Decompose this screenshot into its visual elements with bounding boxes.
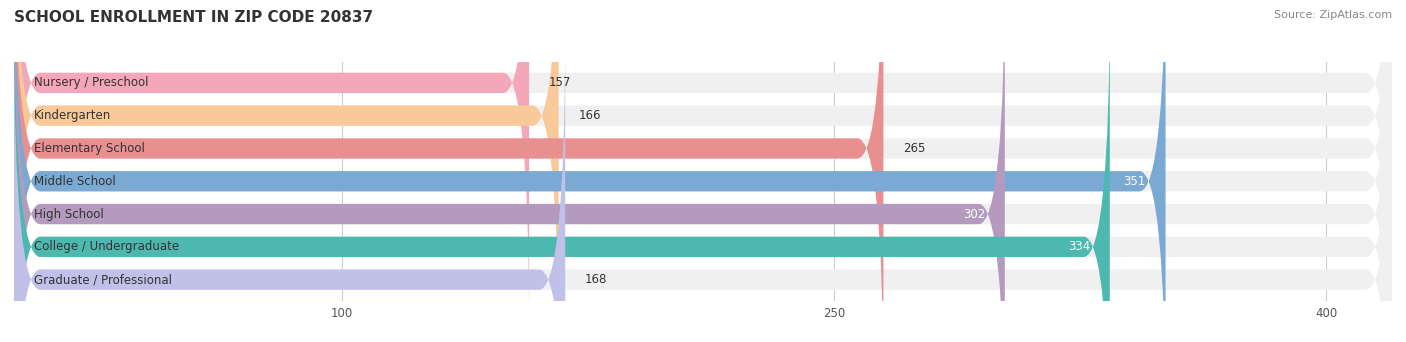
FancyBboxPatch shape <box>14 0 1392 335</box>
Text: 157: 157 <box>548 76 571 89</box>
FancyBboxPatch shape <box>14 0 1392 342</box>
Text: 166: 166 <box>578 109 600 122</box>
Text: Middle School: Middle School <box>34 175 115 188</box>
FancyBboxPatch shape <box>14 27 565 342</box>
FancyBboxPatch shape <box>14 0 1392 342</box>
Text: Graduate / Professional: Graduate / Professional <box>34 273 172 286</box>
Text: College / Undergraduate: College / Undergraduate <box>34 240 179 253</box>
FancyBboxPatch shape <box>14 27 1392 342</box>
FancyBboxPatch shape <box>14 0 558 342</box>
FancyBboxPatch shape <box>14 0 1005 342</box>
Text: Source: ZipAtlas.com: Source: ZipAtlas.com <box>1274 10 1392 20</box>
Text: 351: 351 <box>1123 175 1146 188</box>
FancyBboxPatch shape <box>14 0 883 342</box>
Text: SCHOOL ENROLLMENT IN ZIP CODE 20837: SCHOOL ENROLLMENT IN ZIP CODE 20837 <box>14 10 373 25</box>
FancyBboxPatch shape <box>14 0 529 335</box>
FancyBboxPatch shape <box>14 0 1166 342</box>
FancyBboxPatch shape <box>14 0 1392 342</box>
Text: 168: 168 <box>585 273 607 286</box>
Text: 302: 302 <box>963 208 986 221</box>
Text: Nursery / Preschool: Nursery / Preschool <box>34 76 148 89</box>
Text: Kindergarten: Kindergarten <box>34 109 111 122</box>
Text: High School: High School <box>34 208 104 221</box>
Text: 334: 334 <box>1069 240 1090 253</box>
FancyBboxPatch shape <box>14 0 1109 342</box>
Text: Elementary School: Elementary School <box>34 142 145 155</box>
FancyBboxPatch shape <box>14 0 1392 342</box>
Text: 265: 265 <box>903 142 925 155</box>
FancyBboxPatch shape <box>14 0 1392 342</box>
